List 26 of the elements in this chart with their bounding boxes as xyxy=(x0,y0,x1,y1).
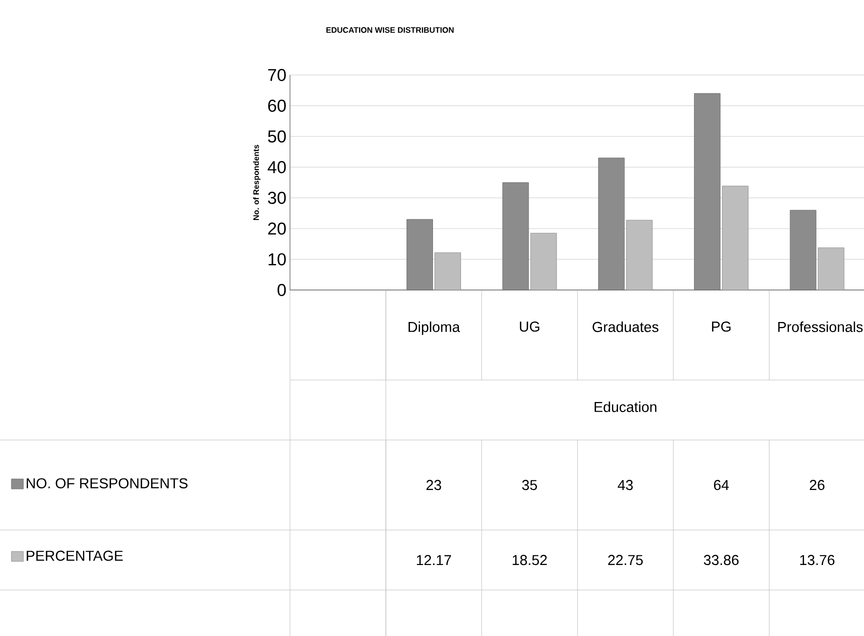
y-tick-label: 0 xyxy=(278,284,286,296)
y-tick-label: 60 xyxy=(268,100,286,112)
y-tick-label: 70 xyxy=(268,68,286,82)
data-label: 18.52 xyxy=(512,554,547,566)
data-label: 13.76 xyxy=(800,554,834,566)
x-tick-label: PG xyxy=(712,322,731,332)
x-tick-label: UG xyxy=(520,322,540,332)
x-tick-label: Professionals xyxy=(778,322,863,332)
y-tick-label: 40 xyxy=(268,161,286,174)
data-label: 23 xyxy=(426,480,442,490)
data-label: 33.86 xyxy=(704,554,739,566)
data-label: 64 xyxy=(714,480,729,490)
data-label: 35 xyxy=(522,480,537,490)
legend-label: PERCENTAGE xyxy=(26,550,123,561)
x-axis-title: Education xyxy=(594,402,656,412)
y-tick-label: 10 xyxy=(268,253,286,266)
x-tick-label: Graduates xyxy=(592,322,658,332)
data-label: 22.75 xyxy=(608,554,643,566)
data-label: 43 xyxy=(618,480,633,490)
y-tick-label: 50 xyxy=(268,130,286,143)
y-tick-label: 20 xyxy=(268,222,286,235)
legend-label: NO. OF RESPONDENTS xyxy=(26,478,188,488)
x-tick-label: Diploma xyxy=(408,322,460,335)
y-tick-label: 30 xyxy=(268,192,286,204)
data-label: 26 xyxy=(810,480,824,490)
data-label: 12.17 xyxy=(416,555,451,566)
